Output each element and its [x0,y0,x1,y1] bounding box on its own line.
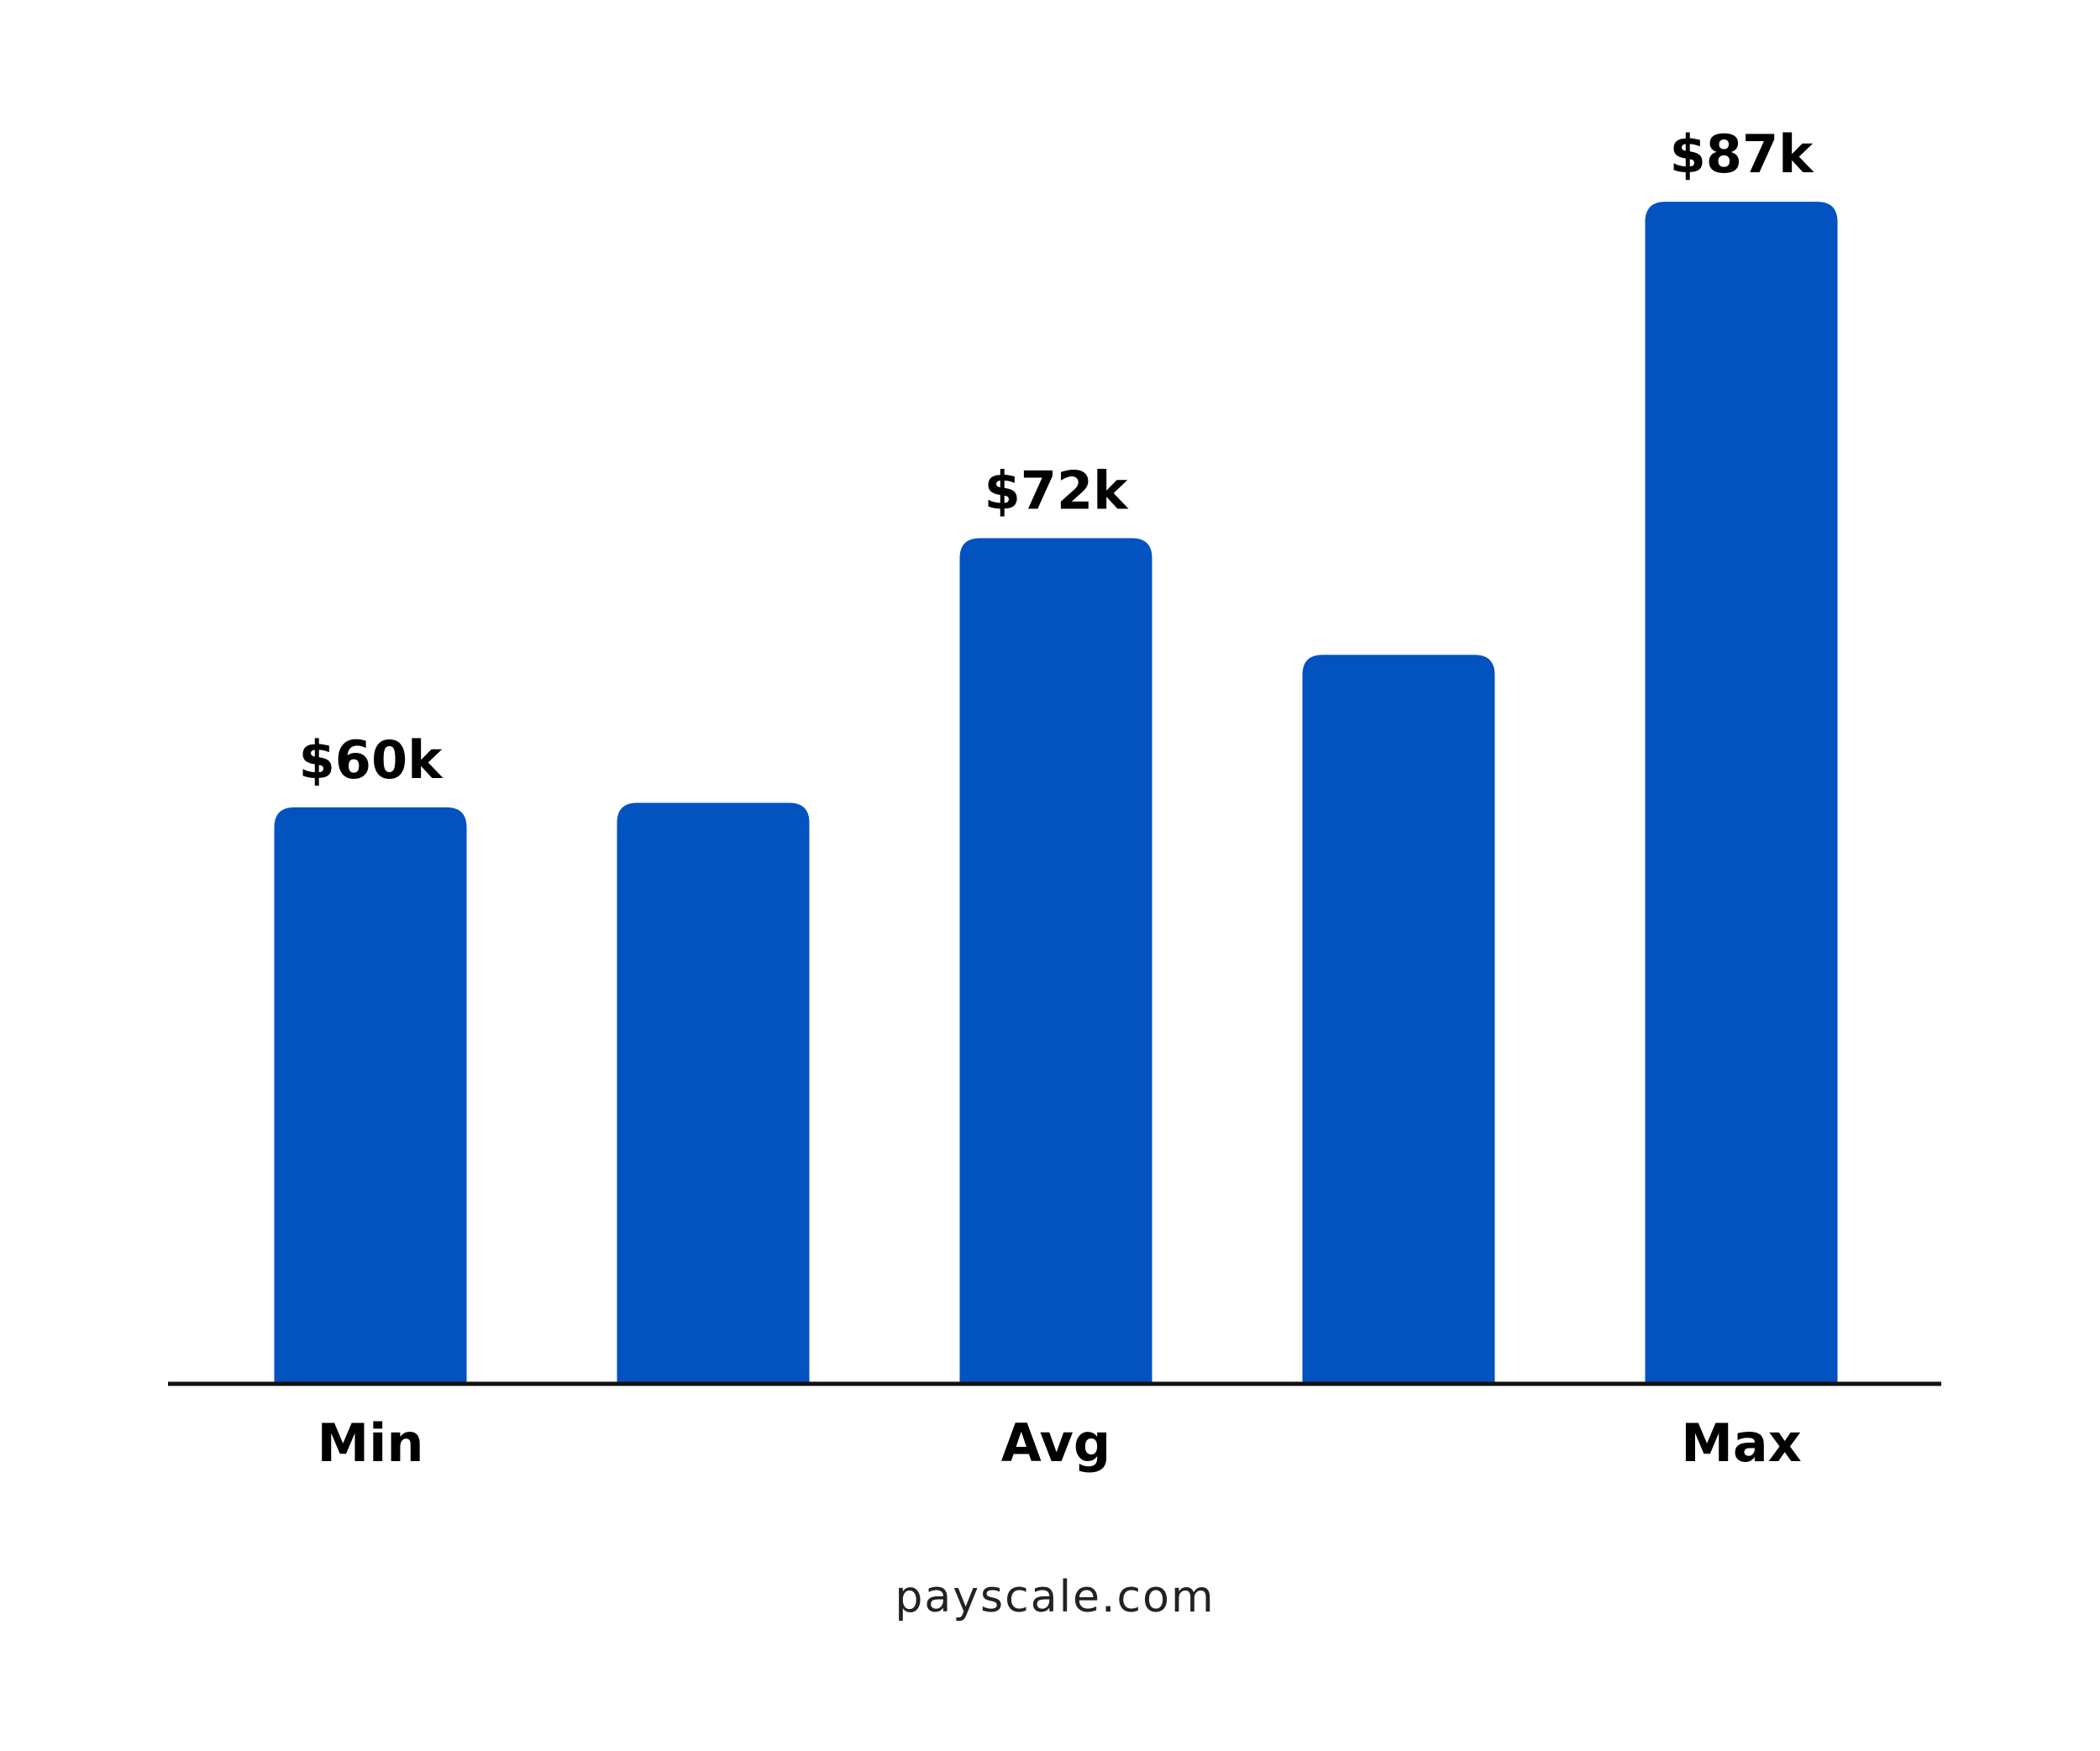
x-tick-label: Min [317,1412,423,1474]
bar [274,807,467,1384]
bar [1645,202,1838,1385]
value-label: $60k [299,729,444,791]
x-tick-label: Avg [1001,1412,1111,1474]
source-note: payscale.com [895,1572,1215,1622]
bar [617,802,810,1384]
value-label: $72k [984,460,1129,522]
value-label: $87k [1670,124,1814,185]
bar [959,538,1152,1384]
x-tick-label: Max [1681,1412,1802,1474]
bar [1302,655,1495,1384]
